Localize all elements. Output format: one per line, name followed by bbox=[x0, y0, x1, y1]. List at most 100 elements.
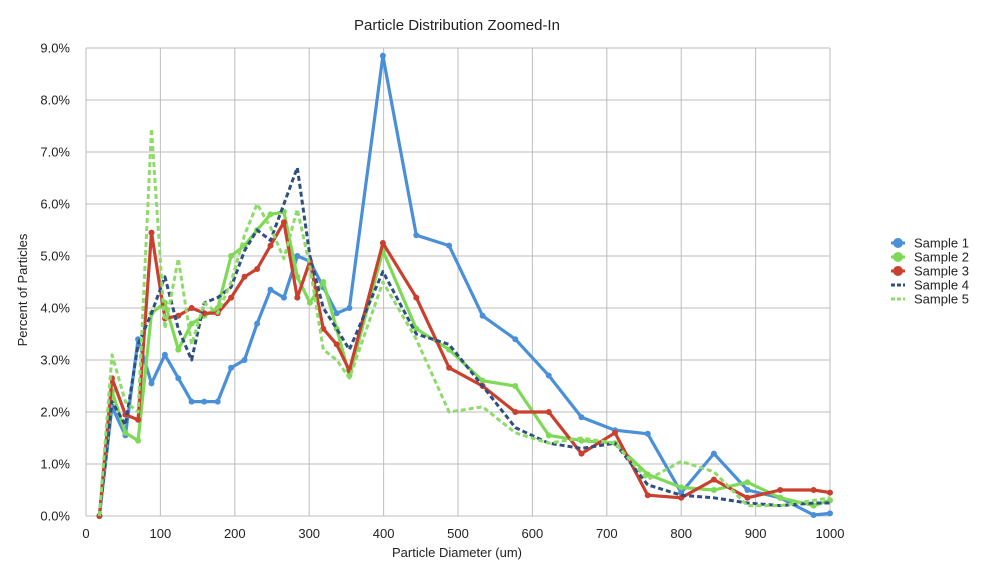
data-point bbox=[241, 273, 248, 280]
y-tick-label: 3.0% bbox=[40, 353, 70, 368]
data-point bbox=[545, 409, 552, 415]
y-tick-label: 2.0% bbox=[40, 405, 70, 420]
series-layer bbox=[96, 52, 833, 519]
data-point bbox=[710, 476, 717, 483]
legend-marker bbox=[893, 252, 903, 262]
data-point bbox=[545, 372, 552, 379]
legend-label: Sample 5 bbox=[914, 292, 969, 307]
chart-title: Particle Distribution Zoomed-In bbox=[354, 17, 560, 34]
data-point bbox=[188, 398, 195, 405]
data-point bbox=[148, 229, 155, 236]
data-point bbox=[479, 312, 486, 319]
data-point bbox=[320, 279, 327, 285]
data-point bbox=[201, 398, 208, 405]
data-point bbox=[267, 211, 274, 218]
data-point bbox=[346, 305, 353, 311]
data-point bbox=[188, 305, 195, 311]
data-point bbox=[214, 398, 221, 405]
data-point bbox=[512, 336, 519, 343]
data-point bbox=[135, 416, 142, 423]
data-point bbox=[827, 489, 833, 496]
x-tick-label: 1000 bbox=[816, 526, 845, 541]
x-tick-label: 500 bbox=[447, 526, 469, 541]
legend-marker bbox=[893, 238, 903, 248]
data-point bbox=[446, 364, 453, 371]
series-line bbox=[97, 166, 830, 517]
data-point bbox=[612, 429, 618, 436]
legend-label: Sample 4 bbox=[914, 278, 969, 293]
series-2 bbox=[96, 208, 833, 519]
y-axis-label: Percent of Particles bbox=[15, 233, 30, 346]
data-point bbox=[241, 357, 248, 363]
series-1 bbox=[96, 52, 833, 519]
data-point bbox=[161, 351, 168, 358]
data-point bbox=[446, 242, 453, 249]
data-point bbox=[744, 479, 751, 486]
data-point bbox=[545, 432, 552, 439]
data-point bbox=[777, 487, 784, 493]
data-point bbox=[135, 437, 142, 444]
data-point bbox=[333, 341, 340, 348]
data-point bbox=[479, 377, 486, 384]
x-axis-label: Particle Diameter (um) bbox=[392, 545, 522, 560]
data-point bbox=[306, 299, 313, 306]
y-axis-ticks: 0.0% 1.0% 2.0% 3.0% 4.0% 5.0% 6.0% 7.0% 8.0% 9.0% bbox=[40, 41, 70, 524]
data-point bbox=[512, 383, 519, 389]
data-point bbox=[379, 240, 386, 246]
data-point bbox=[744, 487, 751, 493]
series-line bbox=[97, 220, 831, 517]
y-tick-label: 1.0% bbox=[40, 457, 70, 472]
x-tick-label: 100 bbox=[150, 526, 172, 541]
legend-item: Sample 4 bbox=[891, 278, 969, 293]
data-point bbox=[678, 484, 685, 491]
y-tick-label: 7.0% bbox=[40, 145, 70, 160]
data-point bbox=[777, 494, 784, 501]
data-point bbox=[228, 294, 235, 301]
data-point bbox=[379, 52, 386, 59]
y-tick-label: 6.0% bbox=[40, 197, 70, 212]
data-point bbox=[175, 346, 182, 353]
legend-label: Sample 2 bbox=[914, 250, 969, 265]
data-point bbox=[644, 430, 651, 437]
x-axis-ticks: 0 100 200 300 400 500 600 700 800 900 1000 bbox=[82, 526, 844, 541]
data-point bbox=[644, 492, 651, 499]
data-point bbox=[744, 494, 751, 501]
data-point bbox=[148, 380, 155, 387]
data-point bbox=[320, 325, 327, 332]
data-point bbox=[228, 253, 235, 259]
data-point bbox=[710, 450, 717, 457]
legend-item: Sample 2 bbox=[891, 250, 969, 265]
legend-label: Sample 1 bbox=[914, 236, 969, 251]
data-point bbox=[413, 325, 420, 332]
x-tick-label: 300 bbox=[298, 526, 320, 541]
data-point bbox=[175, 375, 182, 382]
data-point bbox=[122, 429, 129, 436]
data-point bbox=[280, 219, 287, 226]
data-point bbox=[254, 266, 261, 272]
x-tick-label: 600 bbox=[522, 526, 544, 541]
legend-marker bbox=[893, 266, 903, 276]
data-point bbox=[512, 409, 519, 415]
series-line bbox=[97, 210, 831, 517]
x-tick-label: 700 bbox=[596, 526, 618, 541]
legend-item: Sample 1 bbox=[891, 236, 969, 251]
legend-label: Sample 3 bbox=[914, 264, 969, 279]
data-point bbox=[578, 414, 585, 421]
legend-item: Sample 3 bbox=[891, 264, 969, 279]
data-point bbox=[294, 294, 301, 301]
data-point bbox=[710, 487, 717, 493]
data-point bbox=[294, 253, 301, 259]
data-point bbox=[280, 294, 287, 301]
grid bbox=[85, 47, 831, 517]
data-point bbox=[827, 510, 833, 517]
data-point bbox=[228, 364, 235, 371]
legend-item: Sample 5 bbox=[891, 292, 969, 307]
series-line bbox=[97, 127, 831, 517]
series-5 bbox=[97, 127, 831, 517]
data-point bbox=[413, 232, 420, 239]
x-tick-label: 800 bbox=[670, 526, 692, 541]
y-tick-label: 9.0% bbox=[40, 41, 70, 56]
data-point bbox=[267, 286, 274, 293]
